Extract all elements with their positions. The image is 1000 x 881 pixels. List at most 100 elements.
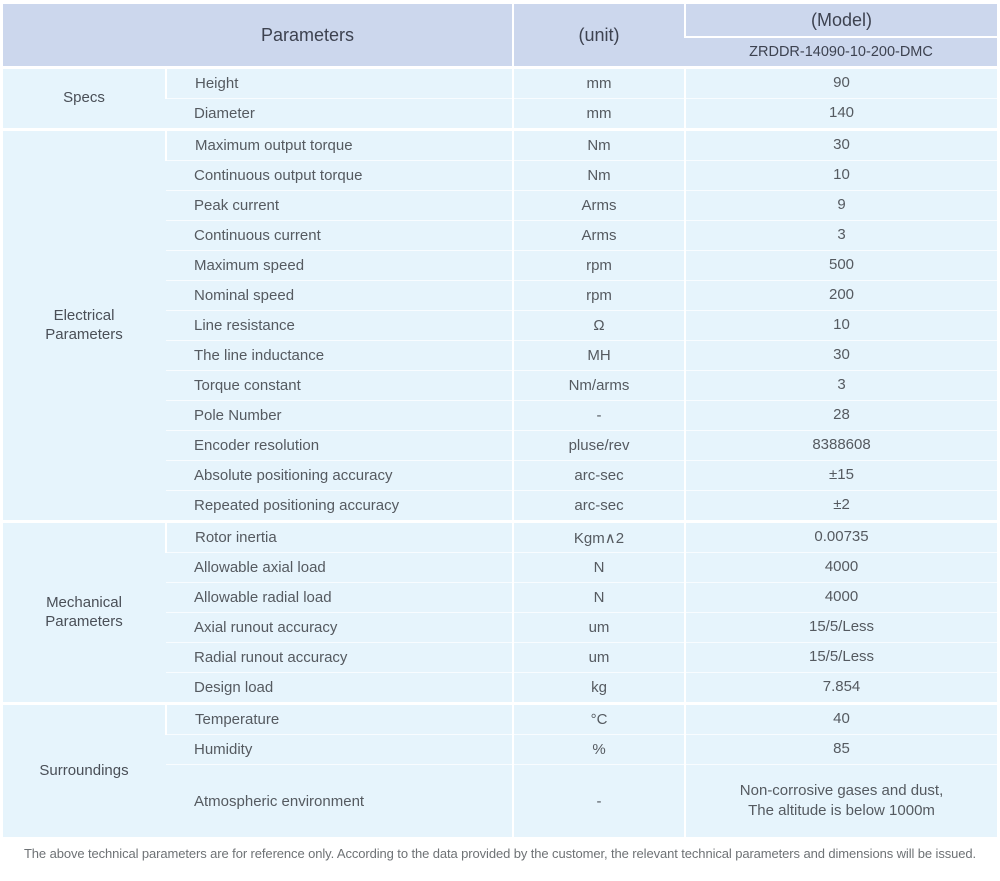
unit-cell: Ω [512,310,686,341]
value-cell: Non-corrosive gases and dust, The altitu… [684,764,998,837]
table-row: Diameter mm 140 [3,98,998,130]
unit-cell: Nm [512,128,686,161]
value-cell: 4000 [684,582,998,613]
unit-cell: mm [512,98,686,130]
value-cell: 500 [684,250,998,281]
value-cell: 90 [684,66,998,99]
param-cell: Line resistance [166,310,514,341]
disclaimer-note: The above technical parameters are for r… [23,846,977,861]
table-row: Peak current Arms 9 [3,190,998,221]
section-electrical: Electrical Parameters Maximum output tor… [3,128,998,522]
param-cell: Axial runout accuracy [166,612,514,643]
param-cell: Continuous output torque [166,160,514,191]
param-cell: Allowable radial load [166,582,514,613]
value-cell: 140 [684,98,998,130]
unit-cell: °C [512,702,686,735]
table-row: Line resistance Ω 10 [3,310,998,341]
table-row: Repeated positioning accuracy arc-sec ±2 [3,490,998,522]
unit-cell: Kgm∧2 [512,520,686,553]
unit-cell: % [512,734,686,765]
value-cell: 15/5/Less [684,612,998,643]
param-cell: Humidity [166,734,514,765]
model-number: ZRDDR-14090-10-200-DMC [685,37,998,68]
table-row: Absolute positioning accuracy arc-sec ±1… [3,460,998,491]
param-cell: Torque constant [166,370,514,401]
unit-cell: rpm [512,250,686,281]
table-row: Atmospheric environment - Non-corrosive … [3,764,998,837]
param-cell: Temperature [164,702,514,735]
unit-header: (unit) [512,4,686,68]
table-row: Mechanical Parameters Rotor inertia Kgm∧… [3,520,998,704]
unit-cell: - [512,400,686,431]
value-cell: 10 [684,160,998,191]
table-row: Pole Number - 28 [3,400,998,431]
header-subrow: ZRDDR-14090-10-200-DMC [3,37,998,68]
param-cell: Atmospheric environment [166,764,514,837]
table-row: Continuous output torque Nm 10 [3,160,998,191]
value-cell: 4000 [684,552,998,583]
unit-cell: um [512,642,686,673]
model-header: (Model) [684,4,998,38]
parameters-header: Parameters [3,4,514,68]
unit-cell: N [512,552,686,583]
param-cell: Peak current [166,190,514,221]
table-row: Surroundings Temperature °C 40 [3,702,998,837]
unit-cell: Nm [512,160,686,191]
param-cell: Repeated positioning accuracy [166,490,514,522]
section-mechanical: Mechanical Parameters Rotor inertia Kgm∧… [3,520,998,704]
table-row: Maximum speed rpm 500 [3,250,998,281]
value-cell: 15/5/Less [684,642,998,673]
section-specs: Specs Height mm 90 Diameter mm 140 [3,66,998,130]
param-cell: Allowable axial load [166,552,514,583]
value-cell: 85 [684,734,998,765]
table-row: Nominal speed rpm 200 [3,280,998,311]
parameters-table: Parameters (unit) (Model) ZRDDR-14090-10… [3,4,998,837]
unit-cell: Nm/arms [512,370,686,401]
header-row: Parameters (unit) (Model) [3,4,998,68]
table-row: Continuous current Arms 3 [3,220,998,251]
section-surroundings: Surroundings Temperature °C 40 Humidity … [3,702,998,837]
param-cell: Design load [166,672,514,704]
value-cell: 10 [684,310,998,341]
value-cell: 3 [684,220,998,251]
section-label: Specs [3,66,166,130]
unit-cell: um [512,612,686,643]
unit-cell: - [512,764,686,837]
value-cell: 7.854 [684,672,998,704]
value-cell: 9 [684,190,998,221]
param-cell: Radial runout accuracy [166,642,514,673]
value-cell: 28 [684,400,998,431]
param-cell: Diameter [166,98,514,130]
table-header: Parameters (unit) (Model) ZRDDR-14090-10… [3,4,998,68]
unit-cell: Arms [512,190,686,221]
unit-cell: arc-sec [512,460,686,491]
value-cell: 200 [684,280,998,311]
table-row: Torque constant Nm/arms 3 [3,370,998,401]
param-cell: Maximum output torque [164,128,514,161]
unit-cell: rpm [512,280,686,311]
unit-cell: MH [512,340,686,371]
table-row: Axial runout accuracy um 15/5/Less [3,612,998,643]
unit-cell: N [512,582,686,613]
table-row: Humidity % 85 [3,734,998,765]
table-row: Allowable radial load N 4000 [3,582,998,613]
section-label: Electrical Parameters [3,128,166,522]
table-row: The line inductance MH 30 [3,340,998,371]
value-cell: 3 [684,370,998,401]
value-cell: 30 [684,128,998,161]
unit-cell: mm [512,66,686,99]
param-cell: Absolute positioning accuracy [166,460,514,491]
value-cell: 30 [684,340,998,371]
unit-cell: arc-sec [512,490,686,522]
unit-cell: pluse/rev [512,430,686,461]
table-row: Allowable axial load N 4000 [3,552,998,583]
table-row: Radial runout accuracy um 15/5/Less [3,642,998,673]
unit-cell: kg [512,672,686,704]
section-label: Mechanical Parameters [3,520,166,704]
table-row: Electrical Parameters Maximum output tor… [3,128,998,522]
param-cell: Maximum speed [166,250,514,281]
value-cell: 8388608 [684,430,998,461]
param-cell: Encoder resolution [166,430,514,461]
table-row: Encoder resolution pluse/rev 8388608 [3,430,998,461]
